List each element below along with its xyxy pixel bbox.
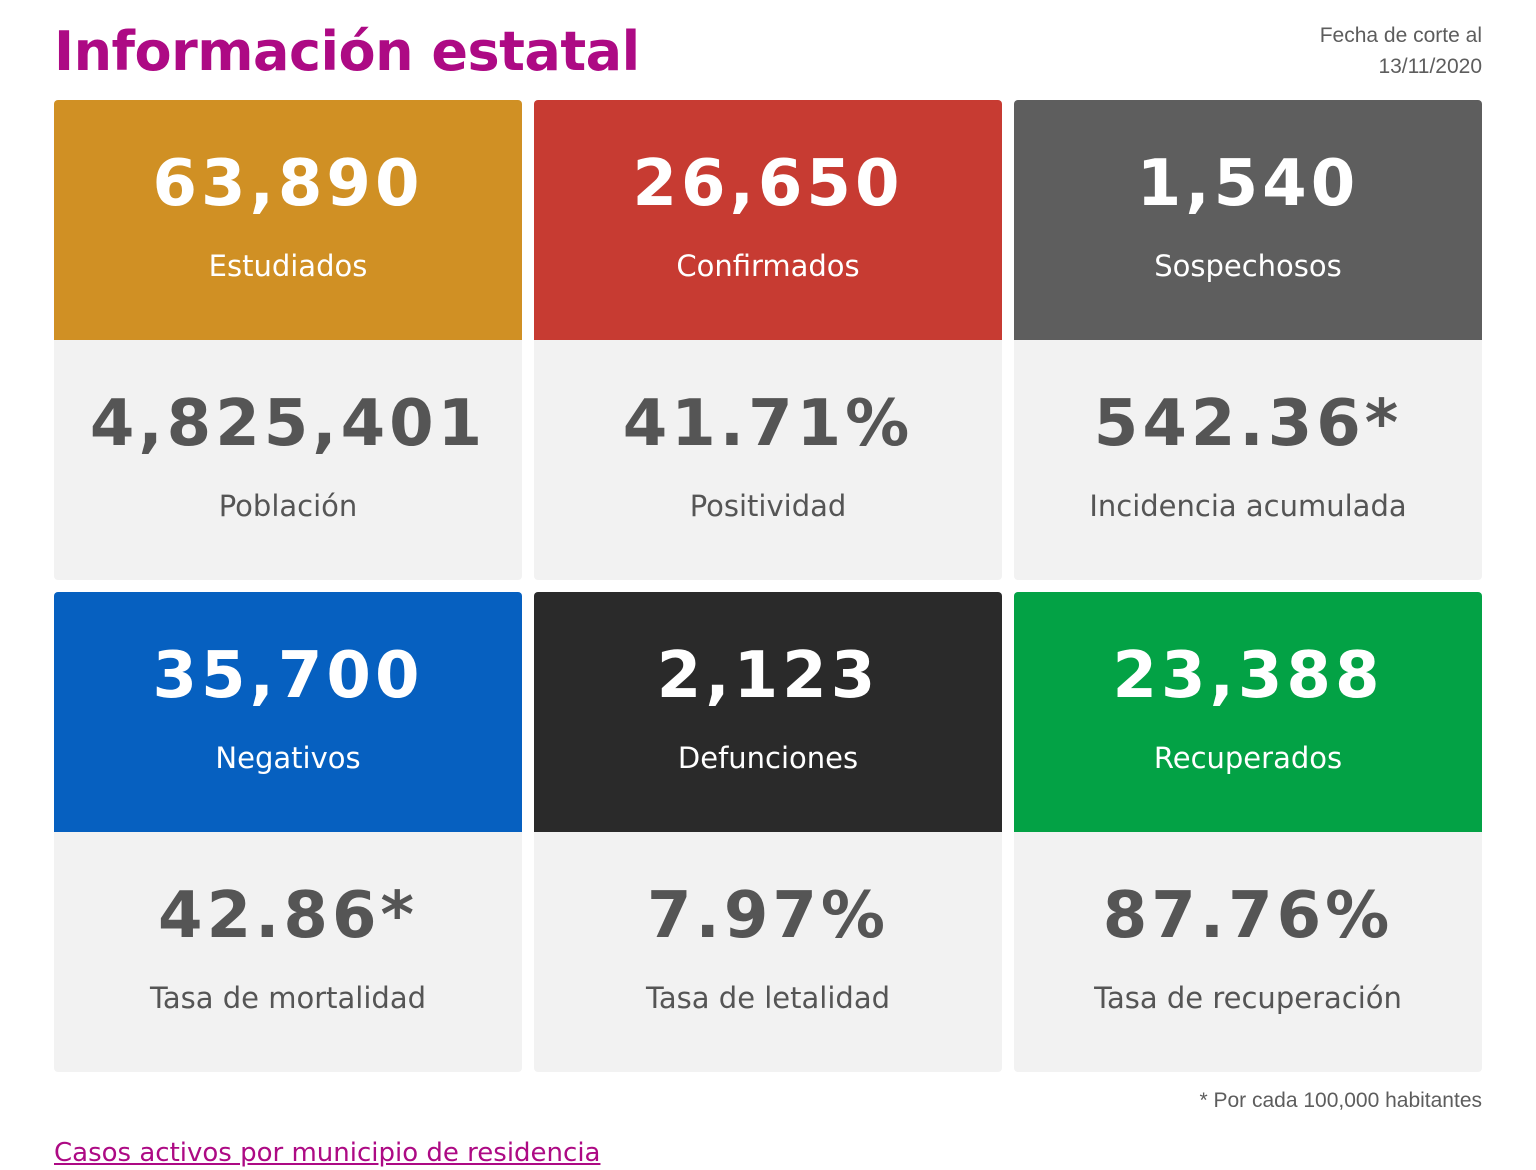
stat-value: 26,650 bbox=[632, 147, 904, 221]
stat-label: Recuperados bbox=[1153, 741, 1343, 775]
stat-value: 4,825,401 bbox=[89, 387, 487, 461]
stat-label: Defunciones bbox=[677, 741, 859, 775]
stat-card-negativos: 35,700 Negativos 42.86* Tasa de mortalid… bbox=[54, 592, 522, 1072]
stat-label: Estudiados bbox=[208, 249, 368, 283]
stat-card-recuperados: 23,388 Recuperados 87.76% Tasa de recupe… bbox=[1014, 592, 1482, 1072]
stat-value: 63,890 bbox=[152, 147, 424, 221]
stat-value: 87.76% bbox=[1102, 879, 1394, 953]
stat-value: 23,388 bbox=[1112, 639, 1384, 713]
stat-card-defunciones: 2,123 Defunciones 7.97% Tasa de letalida… bbox=[534, 592, 1002, 1072]
stat-value: 42.86* bbox=[158, 879, 418, 953]
stat-value: 1,540 bbox=[1136, 147, 1360, 221]
cutoff-date-value: 13/11/2020 bbox=[1378, 55, 1482, 78]
stat-label: Población bbox=[218, 489, 358, 523]
footnote: * Por cada 100,000 habitantes bbox=[1199, 1089, 1482, 1112]
page-title: Información estatal bbox=[54, 20, 640, 83]
stats-grid: 63,890 Estudiados 4,825,401 Población 26… bbox=[54, 100, 1482, 1072]
stat-label: Tasa de mortalidad bbox=[149, 981, 426, 1015]
stat-value: 35,700 bbox=[152, 639, 424, 713]
stat-card-top: 23,388 Recuperados bbox=[1014, 592, 1482, 832]
stat-label: Incidencia acumulada bbox=[1089, 489, 1407, 523]
stat-label: Confirmados bbox=[676, 249, 860, 283]
stat-card-top: 26,650 Confirmados bbox=[534, 100, 1002, 340]
stat-value: 542.36* bbox=[1093, 387, 1403, 461]
stat-value: 2,123 bbox=[656, 639, 880, 713]
stat-card-estudiados: 63,890 Estudiados 4,825,401 Población bbox=[54, 100, 522, 580]
stat-card-top: 63,890 Estudiados bbox=[54, 100, 522, 340]
cutoff-date: Fecha de corte al 13/11/2020 bbox=[1320, 20, 1482, 82]
stat-card-sospechosos: 1,540 Sospechosos 542.36* Incidencia acu… bbox=[1014, 100, 1482, 580]
stat-card-bottom: 542.36* Incidencia acumulada bbox=[1014, 340, 1482, 580]
stat-card-confirmados: 26,650 Confirmados 41.71% Positividad bbox=[534, 100, 1002, 580]
cutoff-label: Fecha de corte al bbox=[1319, 24, 1482, 47]
next-section-link[interactable]: Casos activos por municipio de residenci… bbox=[54, 1138, 601, 1168]
stat-card-top: 35,700 Negativos bbox=[54, 592, 522, 832]
stat-card-top: 1,540 Sospechosos bbox=[1014, 100, 1482, 340]
stat-label: Tasa de recuperación bbox=[1094, 981, 1402, 1015]
stat-card-top: 2,123 Defunciones bbox=[534, 592, 1002, 832]
stat-value: 7.97% bbox=[646, 879, 890, 953]
stat-card-bottom: 42.86* Tasa de mortalidad bbox=[54, 832, 522, 1072]
stat-card-bottom: 87.76% Tasa de recuperación bbox=[1014, 832, 1482, 1072]
stat-label: Tasa de letalidad bbox=[646, 981, 890, 1015]
stat-card-bottom: 4,825,401 Población bbox=[54, 340, 522, 580]
stat-card-bottom: 7.97% Tasa de letalidad bbox=[534, 832, 1002, 1072]
stat-label: Negativos bbox=[215, 741, 361, 775]
stat-label: Positividad bbox=[689, 489, 847, 523]
stat-label: Sospechosos bbox=[1154, 249, 1342, 283]
stat-value: 41.71% bbox=[622, 387, 914, 461]
stat-card-bottom: 41.71% Positividad bbox=[534, 340, 1002, 580]
